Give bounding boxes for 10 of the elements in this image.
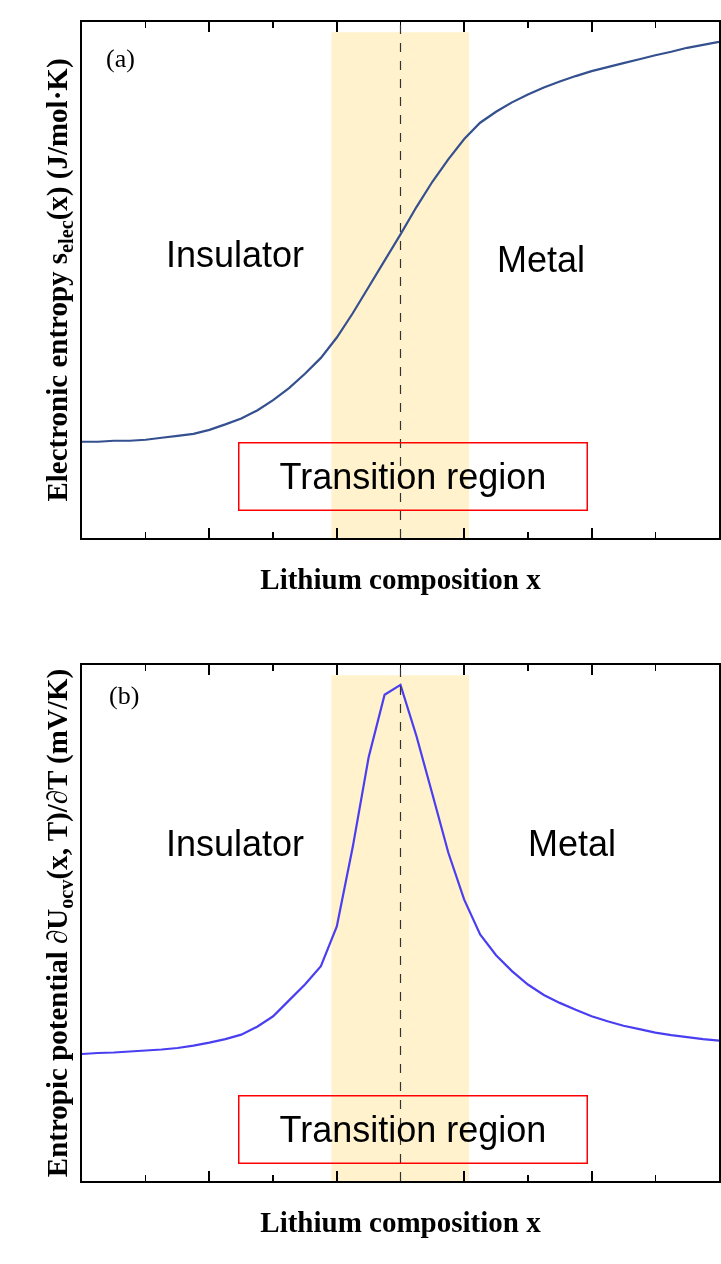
annotation: (b)	[109, 681, 140, 710]
annotation: Metal	[528, 823, 617, 864]
annotation: Insulator	[166, 234, 305, 275]
annotation: Transition region	[279, 1109, 547, 1150]
annotation: Insulator	[166, 823, 305, 864]
annotation: Transition region	[279, 456, 547, 497]
x-axis-title: Lithium composition x	[260, 563, 542, 596]
annotation: Metal	[497, 239, 586, 280]
x-axis-title: Lithium composition x	[260, 1206, 542, 1239]
annotation: (a)	[106, 44, 135, 73]
